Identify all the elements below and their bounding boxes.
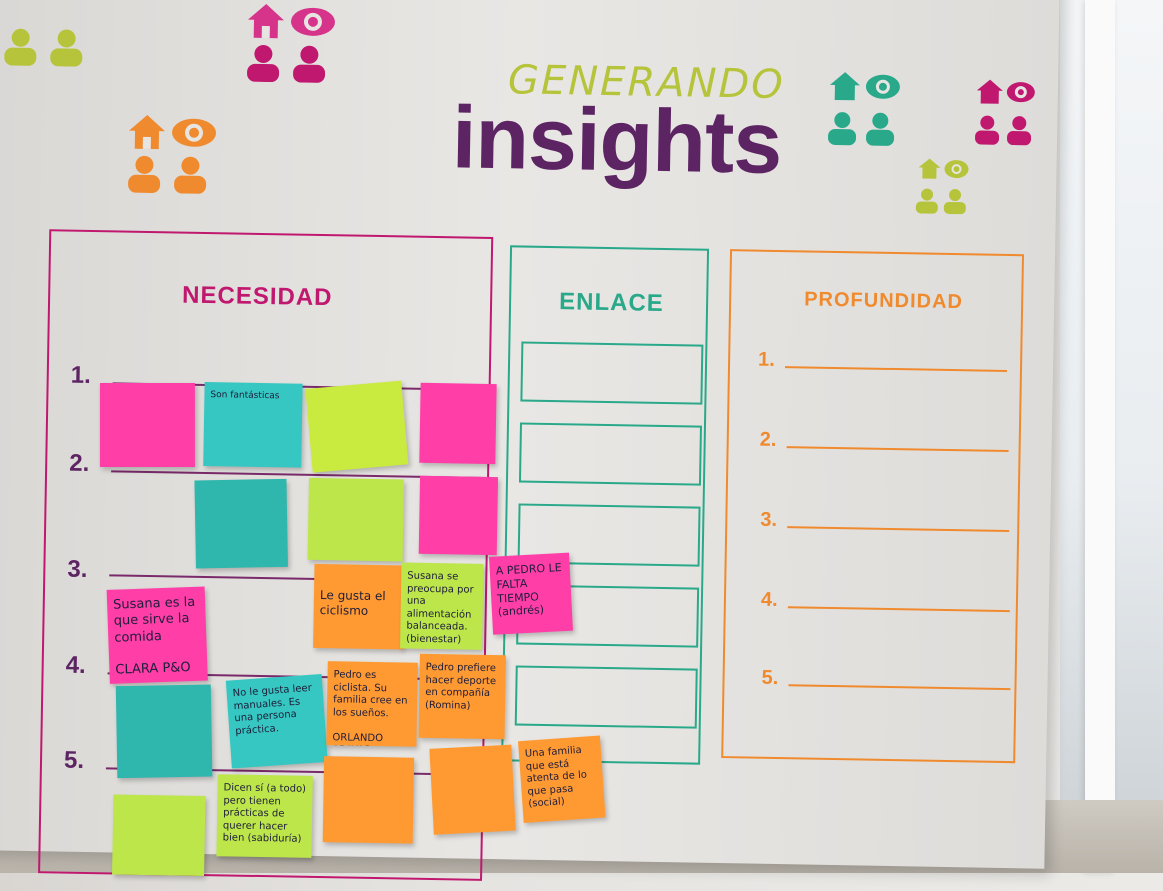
icon-group-teal [825,70,917,162]
sticky-note[interactable]: Pedro es ciclista. Su familia cree en lo… [326,661,418,747]
person-icon [50,29,83,67]
sticky-note[interactable] [322,756,415,844]
sticky-note-text: Susana es la que sirve la comida [112,594,196,646]
sticky-note-text: No le gusta leer manuales. Es una person… [232,682,313,737]
sticky-note[interactable] [305,380,409,473]
whiteboard: GENERANDO insights NECESIDAD 1. 2. 3. 4.… [0,0,1060,881]
eye-icon [944,160,969,179]
person-icon [975,115,1000,145]
person-icon [4,28,37,66]
sticky-note[interactable] [99,382,195,467]
sticky-note[interactable]: Son fantásticas [203,381,303,468]
icon-group-lime-right [913,156,1005,248]
person-icon [128,155,161,194]
sticky-note[interactable] [194,478,288,569]
sticky-note-author: ORLANDO ARAYAS [332,731,384,747]
icon-group-orange [124,113,217,205]
eye-icon [865,74,900,99]
sticky-note-text: Le gusta el ciclismo [319,588,386,618]
sticky-note[interactable]: Una familia que está atenta de lo que pa… [518,735,606,824]
title-main: insights [451,87,783,193]
person-icon [828,112,857,146]
prof-number-4: 4. [760,588,778,612]
sticky-note-text: Pedro prefiere hacer deporte en compañía [425,661,497,700]
house-icon [129,114,166,150]
prof-number-2: 2. [759,428,777,451]
prof-number-5: 5. [761,666,779,690]
sticky-note-author: CLARA P&O [115,660,191,678]
sticky-note-text: Una familia que está atenta de lo que pa… [524,744,588,810]
person-icon [293,45,326,83]
enlace-box-1[interactable] [520,341,704,405]
row-number-4: 4. [65,651,86,679]
house-icon [976,79,1003,104]
icon-group-magenta-right [972,77,1064,169]
enlace-box-2[interactable] [518,422,702,486]
person-icon [174,156,207,194]
sticky-note[interactable]: Dicen sí (a todo) pero tienen prácticas … [216,774,313,858]
prof-number-3: 3. [760,508,778,531]
enlace-box-5[interactable] [514,665,698,729]
sticky-note[interactable] [419,382,497,465]
sticky-note[interactable]: A PEDRO LE FALTA TIEMPO (andrés) [489,552,574,635]
sticky-note[interactable]: Susana se preocupa por una alimentación … [400,562,484,650]
prof-number-1: 1. [757,348,776,371]
row-number-1: 1. [70,361,92,389]
sticky-note-author: (andrés) [497,603,545,619]
eye-icon [290,7,335,36]
row-number-2: 2. [68,449,90,477]
sticky-note-text: Dicen sí (a todo) pero tienen prácticas … [222,782,307,845]
row-number-3: 3. [67,555,88,583]
profundidad-label: PROFUNDIDAD [804,288,964,314]
sticky-note-text: Son fantásticas [210,390,280,402]
sticky-note[interactable]: No le gusta leer manuales. Es una person… [225,674,328,769]
house-icon [829,72,860,101]
sticky-note[interactable] [112,794,206,877]
house-icon [247,4,284,39]
sticky-note[interactable]: Susana es la que sirve la comida CLARA P… [106,586,208,684]
row-number-5: 5. [63,746,85,774]
eye-icon [172,118,217,147]
sticky-note-author: (Romina) [424,699,471,712]
sticky-note[interactable] [418,475,499,556]
sticky-note[interactable] [429,744,516,835]
sticky-note-text: Pedro es ciclista. Su familia cree en lo… [332,669,408,719]
sticky-note-text: Susana se preocupa por una alimentación … [406,570,474,646]
person-icon [915,188,938,214]
eye-icon [1006,82,1035,103]
sticky-note[interactable] [307,477,404,562]
enlace-label: ENLACE [558,288,665,317]
person-icon [247,44,280,83]
icon-group-lime-left [0,0,92,77]
sticky-note[interactable] [115,684,213,779]
house-icon [918,158,941,179]
person-icon [943,189,966,215]
sticky-note[interactable]: Pedro prefiere hacer deporte en compañía… [418,653,506,740]
necesidad-label: NECESIDAD [181,281,333,312]
person-icon [1007,116,1032,146]
sticky-note-text: A PEDRO LE FALTA TIEMPO [495,561,562,605]
window-frame [1085,0,1115,873]
person-icon [866,112,895,146]
sticky-note[interactable]: Le gusta el ciclismo [313,563,405,650]
icon-group-magenta-top [243,2,335,94]
